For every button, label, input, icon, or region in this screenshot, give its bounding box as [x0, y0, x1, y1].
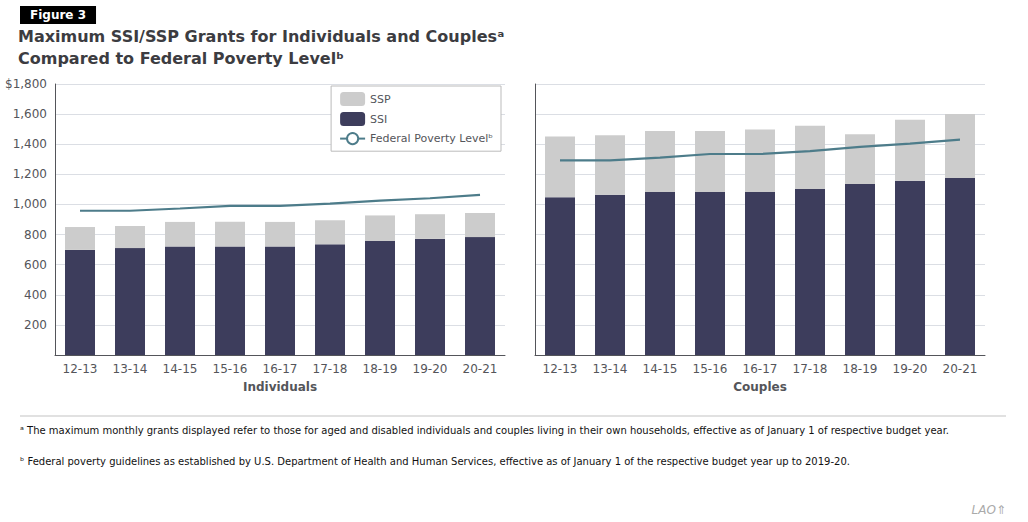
svg-text:1,200: 1,200: [13, 167, 47, 181]
svg-text:SSP: SSP: [370, 93, 391, 106]
svg-text:Individuals: Individuals: [243, 380, 317, 394]
svg-text:19-20: 19-20: [413, 362, 448, 376]
svg-text:20-21: 20-21: [943, 362, 978, 376]
svg-text:SSI: SSI: [370, 113, 387, 126]
svg-text:Couples: Couples: [733, 380, 787, 394]
svg-text:800: 800: [24, 228, 47, 242]
svg-text:ᵇ Federal poverty guidelines a: ᵇ Federal poverty guidelines as establis…: [20, 456, 850, 467]
svg-text:14-15: 14-15: [643, 362, 678, 376]
svg-text:12-13: 12-13: [63, 362, 98, 376]
svg-text:14-15: 14-15: [163, 362, 198, 376]
svg-text:13-14: 13-14: [113, 362, 148, 376]
svg-text:LAO⇑: LAO⇑: [972, 503, 1006, 517]
svg-text:Compared to Federal Poverty Le: Compared to Federal Poverty Levelᵇ: [18, 49, 344, 68]
svg-text:15-16: 15-16: [213, 362, 248, 376]
svg-text:18-19: 18-19: [843, 362, 878, 376]
svg-text:20-21: 20-21: [463, 362, 498, 376]
svg-text:1,600: 1,600: [13, 107, 47, 121]
svg-text:ᵃ The maximum monthly grants d: ᵃ The maximum monthly grants displayed r…: [20, 425, 949, 436]
svg-text:400: 400: [24, 288, 47, 302]
svg-text:Figure 3: Figure 3: [30, 8, 86, 22]
svg-text:18-19: 18-19: [363, 362, 398, 376]
svg-text:17-18: 17-18: [313, 362, 348, 376]
svg-text:17-18: 17-18: [793, 362, 828, 376]
svg-text:200: 200: [24, 318, 47, 332]
svg-text:Maximum SSI/SSP Grants for Ind: Maximum SSI/SSP Grants for Individuals a…: [18, 27, 504, 46]
svg-text:1,400: 1,400: [13, 137, 47, 151]
svg-text:Federal Poverty Levelᵇ: Federal Poverty Levelᵇ: [370, 132, 493, 145]
svg-text:12-13: 12-13: [543, 362, 578, 376]
svg-text:1,000: 1,000: [13, 197, 47, 211]
svg-text:$1,800: $1,800: [5, 77, 47, 91]
svg-text:16-17: 16-17: [263, 362, 298, 376]
svg-text:19-20: 19-20: [893, 362, 928, 376]
svg-text:13-14: 13-14: [593, 362, 628, 376]
svg-text:15-16: 15-16: [693, 362, 728, 376]
svg-text:16-17: 16-17: [743, 362, 778, 376]
svg-text:600: 600: [24, 258, 47, 272]
